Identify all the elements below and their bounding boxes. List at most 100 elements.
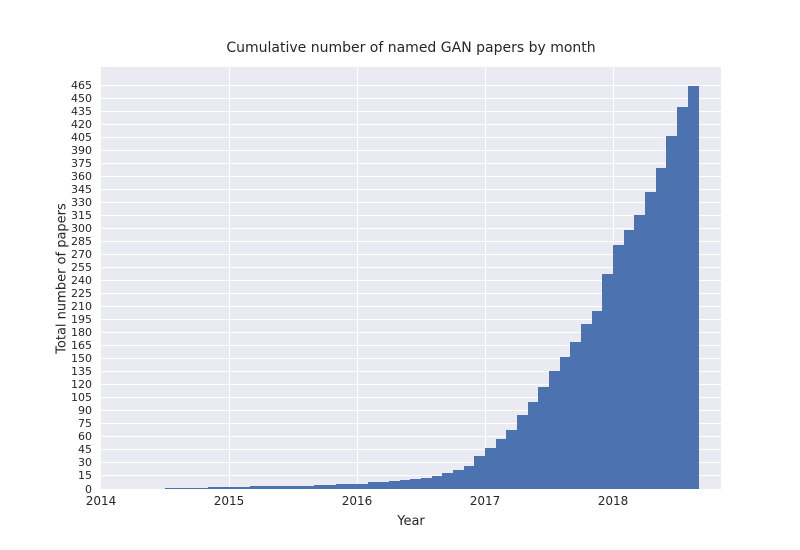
y-tick-label: 135 — [71, 365, 92, 379]
bar — [453, 469, 465, 489]
gridline-v — [484, 67, 486, 489]
plot-area — [101, 67, 721, 490]
bar — [271, 486, 283, 489]
bar — [399, 480, 411, 489]
y-tick-label: 105 — [71, 391, 92, 405]
y-tick-label: 360 — [71, 170, 92, 184]
gridline-h — [101, 254, 721, 256]
y-tick-label: 390 — [71, 144, 92, 158]
y-tick-label: 315 — [71, 209, 92, 223]
gridline-h — [101, 319, 721, 321]
gridline-h — [101, 150, 721, 152]
x-tick-label: 2014 — [85, 494, 117, 508]
gridline-h — [101, 241, 721, 243]
gridline-h — [101, 176, 721, 178]
bar — [559, 357, 571, 489]
bar — [378, 482, 390, 489]
bar — [581, 324, 593, 489]
x-tick-label: 2017 — [469, 494, 501, 508]
gridline-h — [101, 98, 721, 100]
bar — [282, 485, 294, 489]
gridline-h — [101, 111, 721, 113]
gridline-h — [101, 332, 721, 334]
x-tick-label: 2018 — [597, 494, 629, 508]
x-tick-label: 2015 — [213, 494, 245, 508]
bar — [527, 402, 539, 489]
y-tick-label: 270 — [71, 248, 92, 262]
y-tick-label: 45 — [78, 443, 92, 457]
gridline-h — [101, 228, 721, 230]
gridline-h — [101, 410, 721, 412]
bar — [410, 479, 422, 489]
gridline-h — [101, 215, 721, 217]
bar — [666, 135, 678, 489]
y-tick-label: 330 — [71, 196, 92, 210]
y-tick-label: 450 — [71, 92, 92, 106]
bar — [335, 483, 347, 489]
bar — [591, 311, 603, 489]
y-tick-label: 405 — [71, 131, 92, 145]
bar — [218, 487, 230, 489]
y-tick-label: 240 — [71, 274, 92, 288]
gridline-h — [101, 267, 721, 269]
bar — [186, 488, 198, 489]
gridline-h — [101, 306, 721, 308]
bar — [175, 488, 187, 489]
y-tick-label: 225 — [71, 287, 92, 301]
gridline-h — [101, 488, 721, 490]
bar — [463, 465, 475, 489]
bar — [346, 483, 358, 489]
bar — [517, 415, 529, 489]
gridline-h — [101, 280, 721, 282]
x-axis-title: Year — [397, 514, 425, 529]
bar — [357, 483, 369, 489]
gridline-h — [101, 449, 721, 451]
bar — [367, 482, 379, 489]
bar — [485, 448, 497, 489]
bar — [303, 485, 315, 489]
bar — [261, 486, 273, 489]
bar — [602, 273, 614, 489]
chart-title: Cumulative number of named GAN papers by… — [226, 40, 596, 56]
bar — [549, 371, 561, 489]
gridline-h — [101, 384, 721, 386]
gridline-v — [228, 67, 230, 489]
y-tick-label: 465 — [71, 79, 92, 93]
bar — [207, 487, 219, 489]
gridline-h — [101, 423, 721, 425]
gridline-h — [101, 475, 721, 477]
y-tick-label: 255 — [71, 261, 92, 275]
y-tick-label: 75 — [78, 417, 92, 431]
gridline-h — [101, 163, 721, 165]
y-tick-label: 30 — [78, 456, 92, 470]
y-tick-label: 375 — [71, 157, 92, 171]
y-tick-label: 285 — [71, 235, 92, 249]
gridline-h — [101, 371, 721, 373]
y-tick-label: 15 — [78, 469, 92, 483]
gridline-h — [101, 124, 721, 126]
gridline-h — [101, 202, 721, 204]
x-tick-label: 2016 — [341, 494, 373, 508]
bar — [293, 485, 305, 489]
gridline-h — [101, 137, 721, 139]
bar — [495, 438, 507, 489]
gridline-v — [356, 67, 358, 489]
bar — [570, 341, 582, 489]
bar — [229, 487, 241, 489]
bar — [442, 473, 454, 489]
y-tick-label: 300 — [71, 222, 92, 236]
bar — [623, 230, 635, 489]
bar — [431, 475, 443, 489]
bar — [421, 477, 433, 489]
bar — [506, 430, 518, 489]
y-tick-label: 180 — [71, 326, 92, 340]
bar — [325, 484, 337, 489]
y-tick-label: 165 — [71, 339, 92, 353]
gridline-h — [101, 436, 721, 438]
y-tick-label: 195 — [71, 313, 92, 327]
bar — [239, 487, 251, 489]
y-tick-label: 435 — [71, 105, 92, 119]
gridline-h — [101, 293, 721, 295]
bar — [165, 488, 177, 489]
gridline-h — [101, 345, 721, 347]
